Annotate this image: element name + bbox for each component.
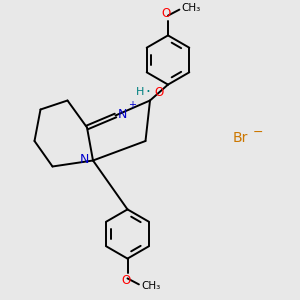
Text: O: O	[122, 274, 130, 287]
Text: Br: Br	[232, 131, 248, 145]
Text: N: N	[118, 108, 127, 122]
Text: CH₃: CH₃	[182, 3, 201, 13]
Text: H: H	[136, 87, 144, 97]
Text: O: O	[154, 85, 163, 99]
Text: CH₃: CH₃	[141, 281, 160, 291]
Text: +: +	[128, 100, 136, 110]
Text: −: −	[253, 126, 263, 139]
Text: N: N	[80, 153, 89, 167]
Text: ·: ·	[146, 85, 150, 100]
Text: O: O	[162, 7, 171, 20]
